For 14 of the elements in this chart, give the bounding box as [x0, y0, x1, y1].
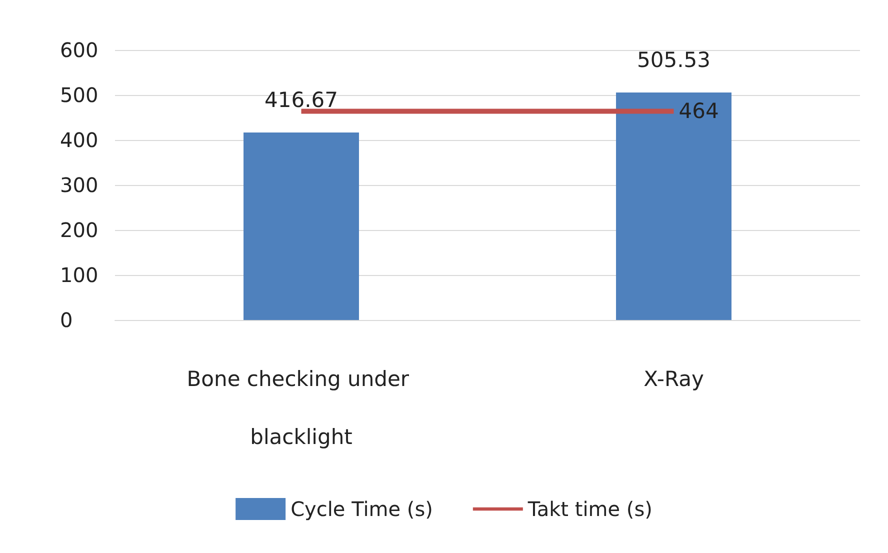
y-tick-label: 600: [60, 38, 98, 62]
y-tick-label: 400: [60, 128, 98, 152]
data-label: 416.67: [264, 88, 338, 112]
legend-label: Cycle Time (s): [290, 497, 433, 521]
data-label: 505.53: [637, 48, 710, 72]
y-tick-label: 0: [60, 308, 73, 332]
y-tick-label: 300: [60, 173, 98, 197]
legend-label: Takt time (s): [526, 497, 652, 521]
y-tick-label: 100: [60, 263, 98, 287]
y-tick-label: 200: [60, 218, 98, 242]
x-tick-label: X-Ray: [644, 367, 704, 391]
y-tick-label: 500: [60, 83, 98, 107]
category-label: Bone checking under blacklight: [186, 367, 410, 449]
data-label: 464: [678, 99, 719, 124]
